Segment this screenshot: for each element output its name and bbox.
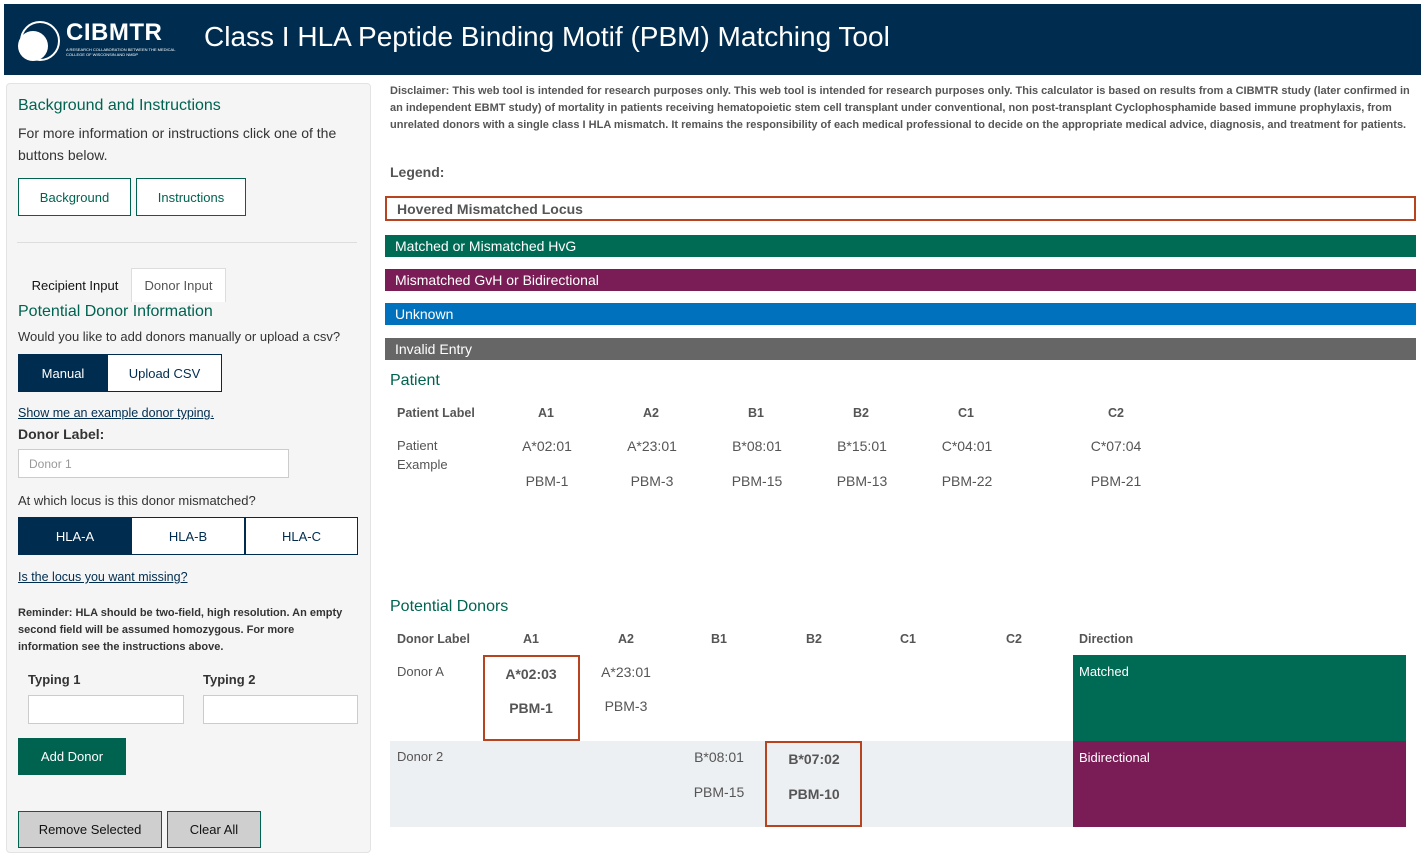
- direction-cell: Matched: [1073, 655, 1406, 741]
- donor-b2-pbm: PBM-10: [788, 786, 840, 802]
- tab-recipient-input[interactable]: Recipient Input: [31, 277, 119, 293]
- sidebar-panel: Background and Instructions For more inf…: [6, 83, 371, 853]
- divider: [17, 242, 357, 243]
- donor-header-a1: A1: [523, 632, 539, 646]
- cibmtr-logo: CIBMTR A RESEARCH COLLABORATION BETWEEN …: [18, 17, 178, 65]
- typing1-input[interactable]: [28, 695, 184, 724]
- logo-disc-icon: [18, 31, 48, 61]
- patient-c2: C*07:04: [1090, 438, 1142, 454]
- hovered-locus-highlight[interactable]: [483, 655, 580, 741]
- donor-b2: B*07:02: [788, 751, 840, 767]
- donor-a2-pbm: PBM-3: [604, 698, 648, 714]
- patient-c1: C*04:01: [941, 438, 993, 454]
- example-typing-link[interactable]: Show me an example donor typing.: [18, 406, 214, 420]
- patient-a1: A*02:01: [522, 438, 572, 454]
- patient-label: Patient Example: [397, 438, 448, 472]
- logo-subtitle: A RESEARCH COLLABORATION BETWEEN THE MED…: [66, 47, 176, 57]
- hla-a-toggle[interactable]: HLA-A: [18, 517, 132, 555]
- patient-header-c2: C2: [1108, 406, 1124, 420]
- upload-csv-toggle[interactable]: Upload CSV: [107, 354, 222, 392]
- patient-header-b2: B2: [853, 406, 869, 420]
- reminder-text: Reminder: HLA should be two-field, high …: [18, 607, 343, 653]
- donor-a2: A*23:01: [601, 664, 651, 680]
- direction-cell: Bidirectional: [1073, 741, 1406, 827]
- legend-unknown: Unknown: [385, 303, 1416, 325]
- donor-label: Donor A: [397, 664, 444, 679]
- legend-matched: Matched or Mismatched HvG: [385, 235, 1416, 257]
- page-title: Class I HLA Peptide Binding Motif (PBM) …: [204, 21, 890, 52]
- background-title: Background and Instructions: [18, 97, 221, 114]
- hla-b-toggle[interactable]: HLA-B: [131, 517, 245, 555]
- typing2-input[interactable]: [203, 695, 358, 724]
- donors-title: Potential Donors: [390, 598, 509, 615]
- background-text: For more information or instructions cli…: [18, 125, 337, 163]
- missing-locus-link[interactable]: Is the locus you want missing?: [18, 570, 188, 584]
- donor-a1: A*02:03: [505, 666, 557, 682]
- donor-header-label: Donor Label: [397, 632, 470, 646]
- patient-header-a1: A1: [538, 406, 554, 420]
- app-header: CIBMTR A RESEARCH COLLABORATION BETWEEN …: [4, 4, 1421, 75]
- background-button[interactable]: Background: [18, 178, 131, 216]
- donor-a1-pbm: PBM-1: [509, 700, 553, 716]
- donor-b1: B*08:01: [694, 749, 744, 765]
- legend-mismatched-gvh: Mismatched GvH or Bidirectional: [385, 269, 1416, 291]
- tab-donor-input[interactable]: Donor Input: [131, 268, 226, 302]
- patient-b2-pbm: PBM-13: [836, 473, 888, 489]
- patient-b1: B*08:01: [732, 438, 782, 454]
- donor-header-b1: B1: [711, 632, 727, 646]
- patient-a2-pbm: PBM-3: [630, 473, 674, 489]
- patient-b2: B*15:01: [837, 438, 887, 454]
- patient-header-a2: A2: [643, 406, 659, 420]
- legend-title: Legend:: [390, 164, 445, 180]
- instructions-button[interactable]: Instructions: [136, 178, 246, 216]
- patient-title: Patient: [390, 372, 440, 389]
- hla-c-toggle[interactable]: HLA-C: [245, 517, 358, 555]
- patient-header-b1: B1: [748, 406, 764, 420]
- donor-label-heading: Donor Label:: [18, 426, 105, 442]
- locus-question: At which locus is this donor mismatched?: [18, 493, 256, 508]
- row-background: [390, 741, 1073, 827]
- patient-header-c1: C1: [958, 406, 974, 420]
- donor-header-c1: C1: [900, 632, 916, 646]
- donor-header-b2: B2: [806, 632, 822, 646]
- clear-all-button[interactable]: Clear All: [167, 811, 261, 848]
- manual-toggle[interactable]: Manual: [18, 354, 108, 392]
- donor-header-direction: Direction: [1079, 632, 1134, 646]
- legend-hovered: Hovered Mismatched Locus: [385, 196, 1416, 221]
- hovered-locus-highlight[interactable]: [765, 741, 862, 827]
- remove-selected-button[interactable]: Remove Selected: [18, 811, 162, 848]
- disclaimer-text: Disclaimer: This web tool is intended fo…: [390, 85, 1410, 131]
- patient-c2-pbm: PBM-21: [1090, 473, 1142, 489]
- add-method-question: Would you like to add donors manually or…: [18, 329, 341, 344]
- patient-header-label: Patient Label: [397, 406, 475, 420]
- typing2-label: Typing 2: [203, 672, 256, 687]
- donor-info-title: Potential Donor Information: [18, 303, 213, 320]
- patient-a2: A*23:01: [627, 438, 677, 454]
- add-donor-button[interactable]: Add Donor: [18, 738, 126, 775]
- patient-a1-pbm: PBM-1: [525, 473, 569, 489]
- legend-invalid: Invalid Entry: [385, 338, 1416, 360]
- donor-header-a2: A2: [618, 632, 634, 646]
- typing1-label: Typing 1: [28, 672, 81, 687]
- donor-header-c2: C2: [1006, 632, 1022, 646]
- donor-label: Donor 2: [397, 749, 444, 764]
- donor-b1-pbm: PBM-15: [693, 784, 745, 800]
- patient-b1-pbm: PBM-15: [731, 473, 783, 489]
- logo-text: CIBMTR: [66, 19, 163, 46]
- patient-c1-pbm: PBM-22: [941, 473, 993, 489]
- donor-label-input[interactable]: Donor 1: [18, 449, 289, 478]
